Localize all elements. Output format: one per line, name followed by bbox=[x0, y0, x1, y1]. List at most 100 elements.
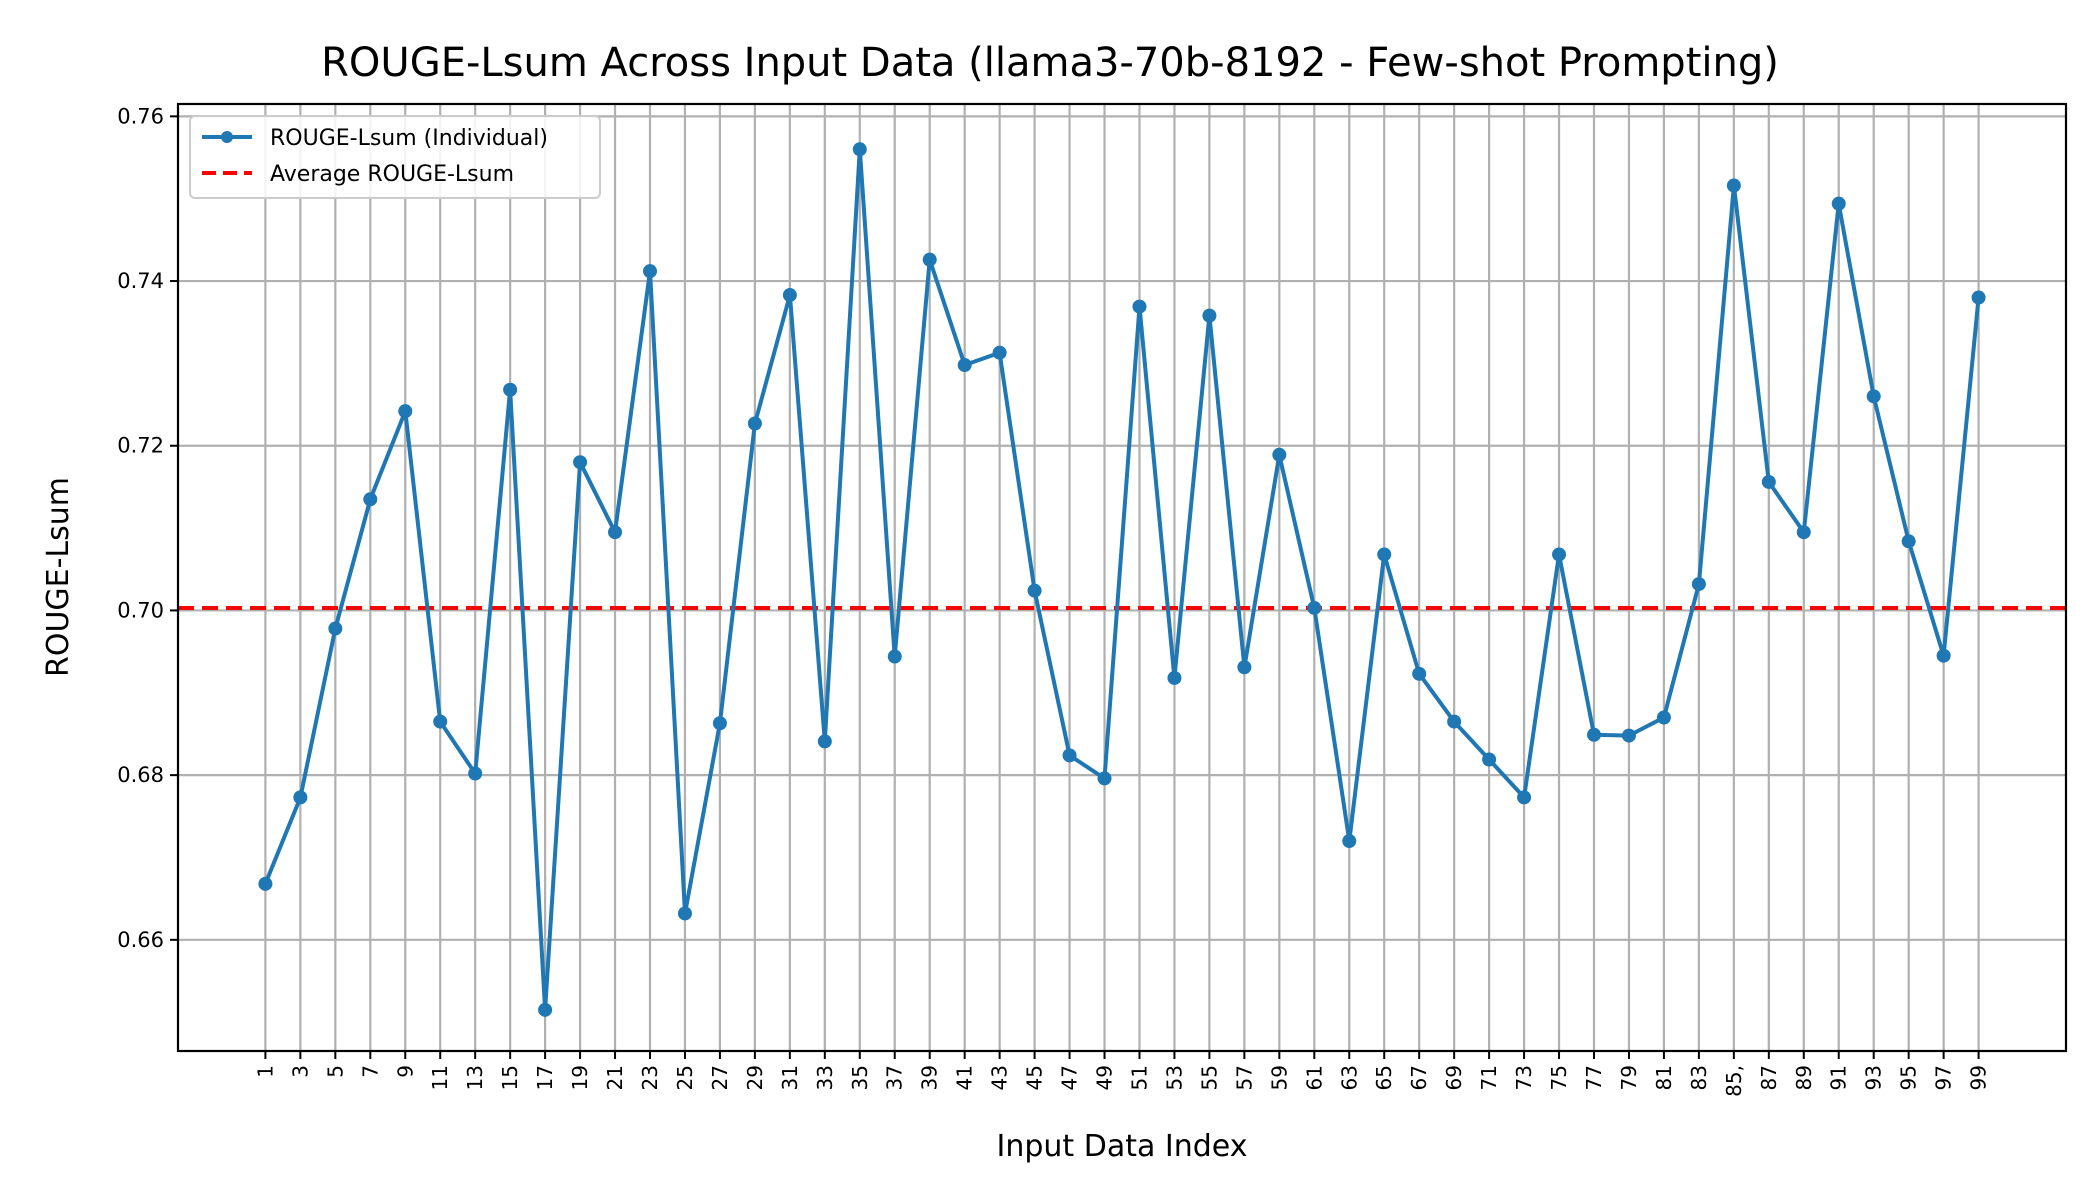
data-point bbox=[1307, 600, 1322, 615]
x-tick-label: 1 bbox=[253, 1065, 277, 1078]
x-tick-label: 13 bbox=[463, 1065, 487, 1090]
data-point bbox=[992, 345, 1007, 360]
data-point bbox=[957, 358, 972, 373]
y-axis-ticks: 0.66 0.68 0.70 0.72 0.74 0.76 bbox=[117, 104, 178, 952]
data-point bbox=[1831, 196, 1846, 211]
x-tick-label: 21 bbox=[603, 1065, 627, 1090]
data-point bbox=[747, 416, 762, 431]
x-tick-label: 51 bbox=[1127, 1065, 1151, 1090]
data-point bbox=[468, 766, 483, 781]
data-point bbox=[1726, 178, 1741, 193]
data-point bbox=[398, 404, 413, 419]
x-tick-label: 15 bbox=[498, 1065, 522, 1090]
x-tick-label: 65 bbox=[1372, 1065, 1396, 1090]
data-point bbox=[1027, 583, 1042, 598]
x-tick-label: 31 bbox=[778, 1065, 802, 1090]
x-tick-label: 59 bbox=[1267, 1065, 1291, 1090]
chart-title: ROUGE-Lsum Across Input Data (llama3-70b… bbox=[321, 40, 1779, 86]
x-tick-label: 83 bbox=[1687, 1065, 1711, 1090]
y-tick-label: 0.66 bbox=[117, 928, 164, 952]
data-point bbox=[1971, 290, 1986, 305]
data-point bbox=[782, 288, 797, 303]
y-tick-label: 0.70 bbox=[117, 598, 164, 622]
legend-marker-individual bbox=[221, 131, 233, 143]
x-tick-label: 89 bbox=[1792, 1065, 1816, 1090]
data-point bbox=[1761, 474, 1776, 489]
data-point bbox=[1552, 547, 1567, 562]
data-point bbox=[1132, 299, 1147, 314]
data-point bbox=[887, 649, 902, 664]
x-tick-label: 5 bbox=[323, 1065, 347, 1078]
data-point bbox=[1097, 771, 1112, 786]
x-tick-label: 7 bbox=[358, 1065, 382, 1078]
y-tick-label: 0.76 bbox=[117, 104, 164, 128]
x-tick-label: 61 bbox=[1302, 1065, 1326, 1090]
legend-label-average: Average ROUGE-Lsum bbox=[270, 162, 514, 187]
x-tick-label: 37 bbox=[883, 1065, 907, 1090]
x-tick-label: 77 bbox=[1582, 1065, 1606, 1090]
x-tick-label: 87 bbox=[1757, 1065, 1781, 1090]
data-point bbox=[328, 621, 343, 636]
y-tick-label: 0.68 bbox=[117, 763, 164, 787]
x-tick-label: 79 bbox=[1617, 1065, 1641, 1090]
x-tick-label: 49 bbox=[1093, 1065, 1117, 1090]
x-axis-label: Input Data Index bbox=[997, 1129, 1248, 1164]
data-point bbox=[922, 252, 937, 267]
data-point bbox=[1482, 752, 1497, 767]
data-point bbox=[1237, 660, 1252, 675]
data-point bbox=[1796, 525, 1811, 540]
y-tick-label: 0.72 bbox=[117, 434, 164, 458]
data-point bbox=[677, 906, 692, 921]
x-tick-label: 85, bbox=[1722, 1065, 1746, 1097]
x-tick-label: 67 bbox=[1407, 1065, 1431, 1090]
x-tick-label: 57 bbox=[1232, 1065, 1256, 1090]
x-tick-label: 97 bbox=[1932, 1065, 1956, 1090]
data-point bbox=[1936, 648, 1951, 663]
legend-label-individual: ROUGE-Lsum (Individual) bbox=[270, 126, 548, 151]
x-tick-label: 41 bbox=[953, 1065, 977, 1090]
data-point bbox=[817, 734, 832, 749]
data-point bbox=[1167, 670, 1182, 685]
x-tick-label: 35 bbox=[848, 1065, 872, 1090]
x-tick-label: 45 bbox=[1023, 1065, 1047, 1090]
x-tick-label: 69 bbox=[1442, 1065, 1466, 1090]
data-point bbox=[1691, 577, 1706, 592]
x-tick-label: 99 bbox=[1967, 1065, 1991, 1090]
x-tick-label: 81 bbox=[1652, 1065, 1676, 1090]
grid-lines bbox=[178, 104, 2066, 1051]
x-tick-label: 25 bbox=[673, 1065, 697, 1090]
data-point bbox=[643, 264, 657, 279]
y-tick-label: 0.74 bbox=[117, 269, 164, 293]
x-tick-label: 55 bbox=[1197, 1065, 1221, 1090]
data-point bbox=[1587, 727, 1601, 742]
x-tick-label: 91 bbox=[1827, 1065, 1851, 1090]
legend: ROUGE-Lsum (Individual) Average ROUGE-Ls… bbox=[189, 115, 601, 199]
data-point bbox=[1656, 710, 1671, 725]
data-point bbox=[608, 525, 623, 540]
x-tick-label: 19 bbox=[568, 1065, 592, 1090]
x-tick-label: 73 bbox=[1512, 1065, 1536, 1090]
data-point bbox=[258, 876, 273, 891]
data-point bbox=[1062, 748, 1077, 763]
x-tick-label: 29 bbox=[743, 1065, 767, 1090]
data-point bbox=[1202, 308, 1217, 323]
data-point bbox=[293, 790, 308, 805]
plot-frame bbox=[176, 102, 2068, 1053]
x-tick-label: 39 bbox=[918, 1065, 942, 1090]
data-point bbox=[538, 1002, 553, 1017]
data-point bbox=[1272, 447, 1287, 462]
data-point bbox=[1447, 714, 1462, 729]
x-tick-label: 23 bbox=[638, 1065, 662, 1090]
x-tick-label: 3 bbox=[288, 1065, 312, 1078]
x-tick-label: 43 bbox=[988, 1065, 1012, 1090]
x-tick-label: 33 bbox=[813, 1065, 837, 1090]
x-tick-label: 71 bbox=[1477, 1065, 1501, 1090]
x-tick-label: 27 bbox=[708, 1065, 732, 1090]
x-tick-label: 47 bbox=[1058, 1065, 1082, 1090]
data-point bbox=[1901, 534, 1916, 549]
data-point bbox=[1866, 389, 1881, 404]
data-point bbox=[503, 382, 518, 397]
data-point bbox=[1517, 790, 1532, 805]
